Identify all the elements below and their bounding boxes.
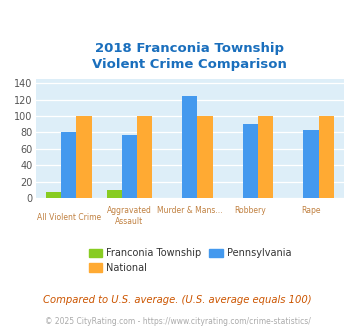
Title: 2018 Franconia Township
Violent Crime Comparison: 2018 Franconia Township Violent Crime Co… (93, 42, 287, 71)
Legend: Franconia Township, National, Pennsylvania: Franconia Township, National, Pennsylvan… (89, 248, 291, 273)
Text: Aggravated
Assault: Aggravated Assault (107, 206, 152, 226)
Bar (182, 96, 197, 198)
Bar (243, 124, 258, 198)
Bar (319, 116, 334, 198)
Text: Robbery: Robbery (235, 206, 266, 215)
Bar (304, 130, 319, 198)
Text: All Violent Crime: All Violent Crime (37, 213, 101, 222)
Bar (46, 192, 61, 198)
Text: Compared to U.S. average. (U.S. average equals 100): Compared to U.S. average. (U.S. average … (43, 295, 312, 305)
Bar (197, 116, 213, 198)
Bar (258, 116, 273, 198)
Bar (137, 116, 152, 198)
Bar (106, 190, 122, 198)
Text: Murder & Mans...: Murder & Mans... (157, 206, 223, 215)
Bar (76, 116, 92, 198)
Text: Rape: Rape (301, 206, 321, 215)
Bar (61, 132, 76, 198)
Text: © 2025 CityRating.com - https://www.cityrating.com/crime-statistics/: © 2025 CityRating.com - https://www.city… (45, 317, 310, 326)
Bar (122, 135, 137, 198)
